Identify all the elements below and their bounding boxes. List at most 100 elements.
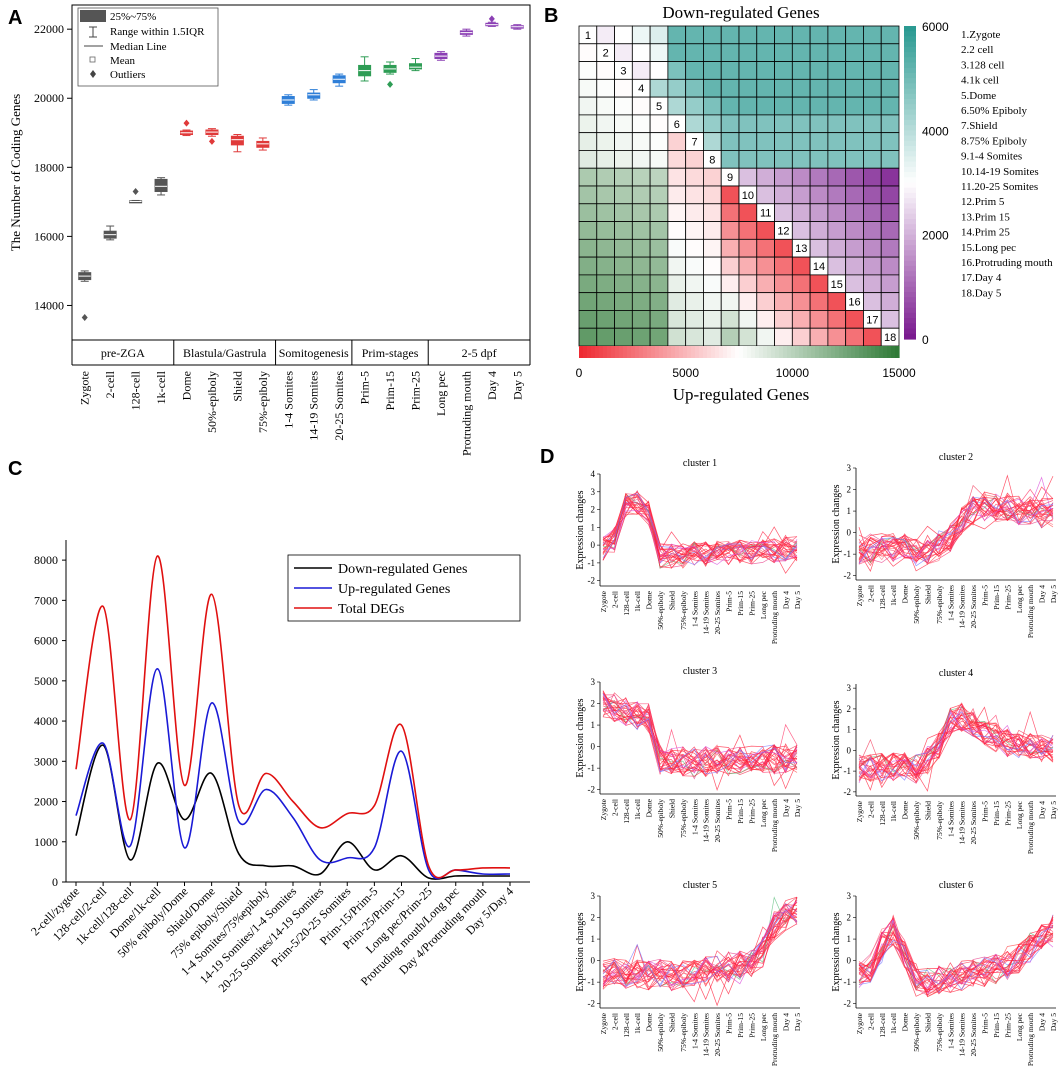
heatmap-cell	[791, 310, 811, 329]
y-axis-label: Expression changes	[575, 490, 586, 569]
colorbar-step	[904, 177, 916, 184]
heatmap-cell	[845, 96, 864, 116]
heatmap-cell	[791, 132, 811, 151]
colorbar-step	[904, 265, 916, 272]
colorbar-step	[904, 41, 916, 48]
x-tick-label: Day 4	[782, 799, 791, 817]
expression-line	[602, 908, 798, 987]
heatmap-cell	[774, 185, 793, 205]
colorbar-step	[904, 140, 916, 147]
colorbar-step	[904, 239, 916, 246]
heatmap-cell	[738, 114, 758, 134]
heatmap-cell	[685, 327, 704, 347]
diagonal-label: 16	[848, 297, 860, 309]
diagonal-label: 18	[884, 332, 896, 344]
colorbar-step	[904, 172, 916, 178]
heatmap-cell	[703, 221, 722, 240]
heatmap-cell	[596, 96, 615, 116]
heatmap-cell	[667, 150, 687, 169]
y-tick-label: 1	[847, 725, 852, 735]
x-tick-label: 50%-epiboly	[656, 799, 665, 838]
heatmap-cell	[631, 292, 651, 311]
heatmap-cell	[880, 150, 900, 169]
heatmap-cell	[809, 132, 829, 151]
heatmap-cell	[827, 114, 847, 134]
colorbar-step	[647, 346, 652, 358]
expression-line	[858, 496, 1054, 567]
expression-line	[858, 505, 1054, 561]
heatmap-cell	[578, 327, 598, 347]
expression-line	[602, 704, 798, 773]
heatmap-cell	[614, 96, 633, 116]
diagonal-label: 13	[795, 243, 807, 255]
heatmap-cell	[649, 167, 669, 187]
x-tick-label: Zygote	[599, 1012, 608, 1034]
colorbar-step	[619, 346, 624, 358]
heatmap-cell	[703, 43, 722, 62]
outlier	[81, 314, 88, 322]
heatmap-cell	[578, 61, 598, 80]
expression-line	[602, 909, 798, 988]
colorbar-step	[904, 302, 916, 309]
heatmap-cell	[809, 150, 829, 169]
heatmap-cell	[756, 61, 775, 80]
heatmap-cell	[774, 78, 793, 98]
colorbar-step	[904, 318, 916, 324]
colorbar-step	[603, 346, 608, 358]
heatmap-cell	[667, 61, 687, 80]
heatmap-cell	[685, 238, 704, 258]
expression-line	[602, 908, 798, 1007]
y-tick-label: 2	[847, 704, 852, 714]
colorbar-step	[595, 346, 600, 358]
heatmap-cell	[827, 292, 847, 311]
y-tick-label: 0	[591, 540, 596, 550]
heatmap-cell	[578, 78, 598, 98]
x-tick-label: Zygote	[855, 800, 864, 822]
x-tick-label: Prim-15	[992, 1013, 1001, 1038]
diagonal-label: 12	[777, 225, 789, 237]
x-tick-label: Dome	[645, 590, 654, 609]
x-tick-label: 128-cell	[878, 585, 887, 610]
stage-legend-item: 5.Dome	[961, 90, 996, 102]
heatmap-cell	[685, 292, 704, 311]
colorbar-step	[683, 346, 688, 358]
colorbar-step	[904, 271, 916, 277]
colorbar-step	[904, 213, 916, 220]
expression-line	[602, 904, 798, 983]
x-tick-label: 75%-epiboly	[935, 585, 944, 624]
heatmap-cell	[649, 150, 669, 169]
colorbar-step	[855, 346, 860, 358]
x-tick-label: 1-4 Somites	[946, 801, 955, 837]
x-tick-label: 128-cell	[878, 1013, 887, 1038]
heatmap-cell	[578, 167, 598, 187]
heatmap-cell	[774, 292, 793, 311]
x-tick-label: 75%-epiboly	[935, 801, 944, 840]
y-tick-label: 0	[847, 528, 852, 538]
heatmap-cell	[596, 238, 615, 258]
x-tick-label: 2-cell	[610, 591, 619, 608]
heatmap-cell	[827, 167, 847, 187]
expression-line	[602, 501, 798, 561]
expression-line	[602, 693, 798, 769]
x-tick-label: 75%-epiboly	[679, 591, 688, 630]
colorbar-step	[823, 346, 828, 358]
heatmap-cell	[720, 221, 740, 240]
heatmap-cell	[809, 167, 829, 187]
heatmap-cell	[809, 25, 829, 45]
expression-line	[858, 711, 1054, 782]
expression-line	[858, 925, 1054, 996]
colorbar-step	[763, 346, 768, 358]
colorbar-step	[607, 346, 612, 358]
expression-line	[602, 493, 798, 569]
heatmap-cell	[738, 61, 758, 80]
y-tick-label: -1	[588, 977, 596, 987]
expression-line	[858, 494, 1054, 564]
heatmap-cell	[774, 327, 793, 347]
expression-line	[858, 484, 1054, 555]
y-tick-label: 3000	[34, 754, 58, 768]
stage-legend: 1.Zygote 2.2 cell 3.128 cell 4.1k cell 5.Dom…	[961, 29, 1053, 299]
diagonal-label: 7	[691, 137, 697, 149]
series-line-up-regulated-genes	[75, 667, 511, 880]
heatmap-cell	[827, 221, 847, 240]
